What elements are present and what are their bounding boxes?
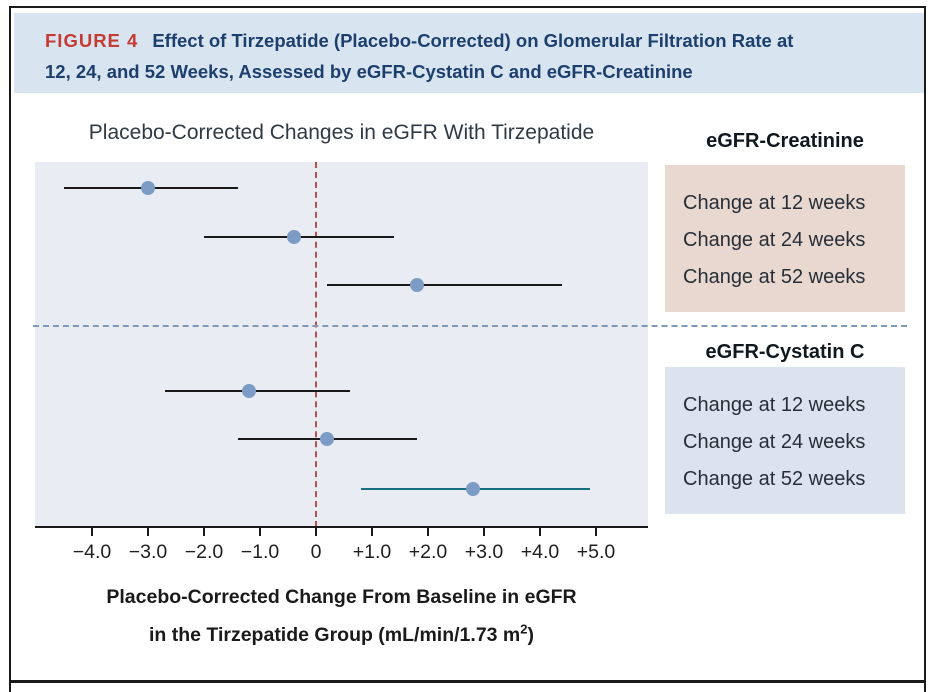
chart-title: Placebo-Corrected Changes in eGFR With T… — [88, 121, 595, 144]
x-axis-tick-label: −4.0 — [72, 541, 112, 563]
x-axis-tick-mark — [315, 528, 317, 536]
legend-item: Change at 52 weeks — [683, 468, 866, 490]
x-axis-tick-mark — [483, 528, 485, 536]
x-axis-tick-label: +2.0 — [408, 541, 448, 563]
x-axis-tick-label: +5.0 — [576, 541, 616, 563]
x-axis-tick-label: −3.0 — [128, 541, 168, 563]
x-axis-tick-label: −2.0 — [184, 541, 224, 563]
x-axis-tick-mark — [203, 528, 205, 536]
legend-box-egfr-cystatin-c: Change at 12 weeks Change at 24 weeks Chan… — [665, 367, 905, 514]
x-axis-caption-line1: Placebo-Corrected Change From Baseline i… — [106, 586, 577, 608]
confidence-interval-line — [164, 389, 350, 393]
figure-title-line2: 12, 24, and 52 Weeks, Assessed by eGFR-C… — [45, 61, 693, 82]
legend-item: Change at 24 weeks — [683, 229, 866, 251]
legend-item: Change at 12 weeks — [683, 192, 866, 214]
x-axis-tick-mark — [91, 528, 93, 536]
x-axis-tick-mark — [371, 528, 373, 536]
bottom-separator — [9, 680, 926, 683]
legend-item: Change at 12 weeks — [683, 394, 866, 416]
panel-header-egfr-cystatin-c: eGFR-Cystatin C — [705, 341, 865, 363]
x-axis-caption-line2: in the Tirzepatide Group (mL/min/1.73 m2… — [148, 621, 534, 646]
estimate-dot — [409, 278, 424, 292]
confidence-interval-line — [327, 283, 563, 287]
estimate-dot — [141, 181, 155, 195]
x-axis-line — [35, 525, 648, 528]
figure-border — [9, 6, 926, 692]
estimate-dot — [241, 384, 256, 398]
plot-area — [35, 162, 648, 527]
x-axis-tick-mark — [595, 528, 597, 536]
figure-label: FIGURE 4 — [45, 30, 139, 51]
estimate-dot — [320, 432, 335, 446]
x-axis-tick-label: 0 — [310, 541, 322, 563]
estimate-dot — [465, 482, 480, 496]
x-axis-tick-mark — [259, 528, 261, 536]
zero-reference-line — [315, 162, 317, 527]
x-axis-caption: Placebo-Corrected Change From Baseline i… — [35, 582, 648, 651]
section-divider-dashed — [33, 325, 907, 327]
figure-header: FIGURE 4 Effect of Tirzepatide (Placebo-C… — [14, 13, 924, 93]
legend-item: Change at 24 weeks — [683, 431, 866, 453]
figure-title-line1: Effect of Tirzepatide (Placebo-Corrected… — [152, 30, 794, 51]
x-axis-tick-label: +4.0 — [520, 541, 560, 563]
x-axis-tick-mark — [427, 528, 429, 536]
x-axis-tick-mark — [539, 528, 541, 536]
legend-item: Change at 52 weeks — [683, 266, 866, 288]
estimate-dot — [286, 230, 301, 244]
x-axis-tick-label: +3.0 — [464, 541, 504, 563]
x-axis-tick-label: +1.0 — [352, 541, 392, 563]
x-axis-tick-label: −1.0 — [240, 541, 280, 563]
legend-box-egfr-creatinine: Change at 12 weeks Change at 24 weeks Chan… — [665, 165, 905, 312]
panel-header-egfr-creatinine: eGFR-Creatinine — [706, 130, 864, 152]
x-axis-tick-mark — [147, 528, 149, 536]
